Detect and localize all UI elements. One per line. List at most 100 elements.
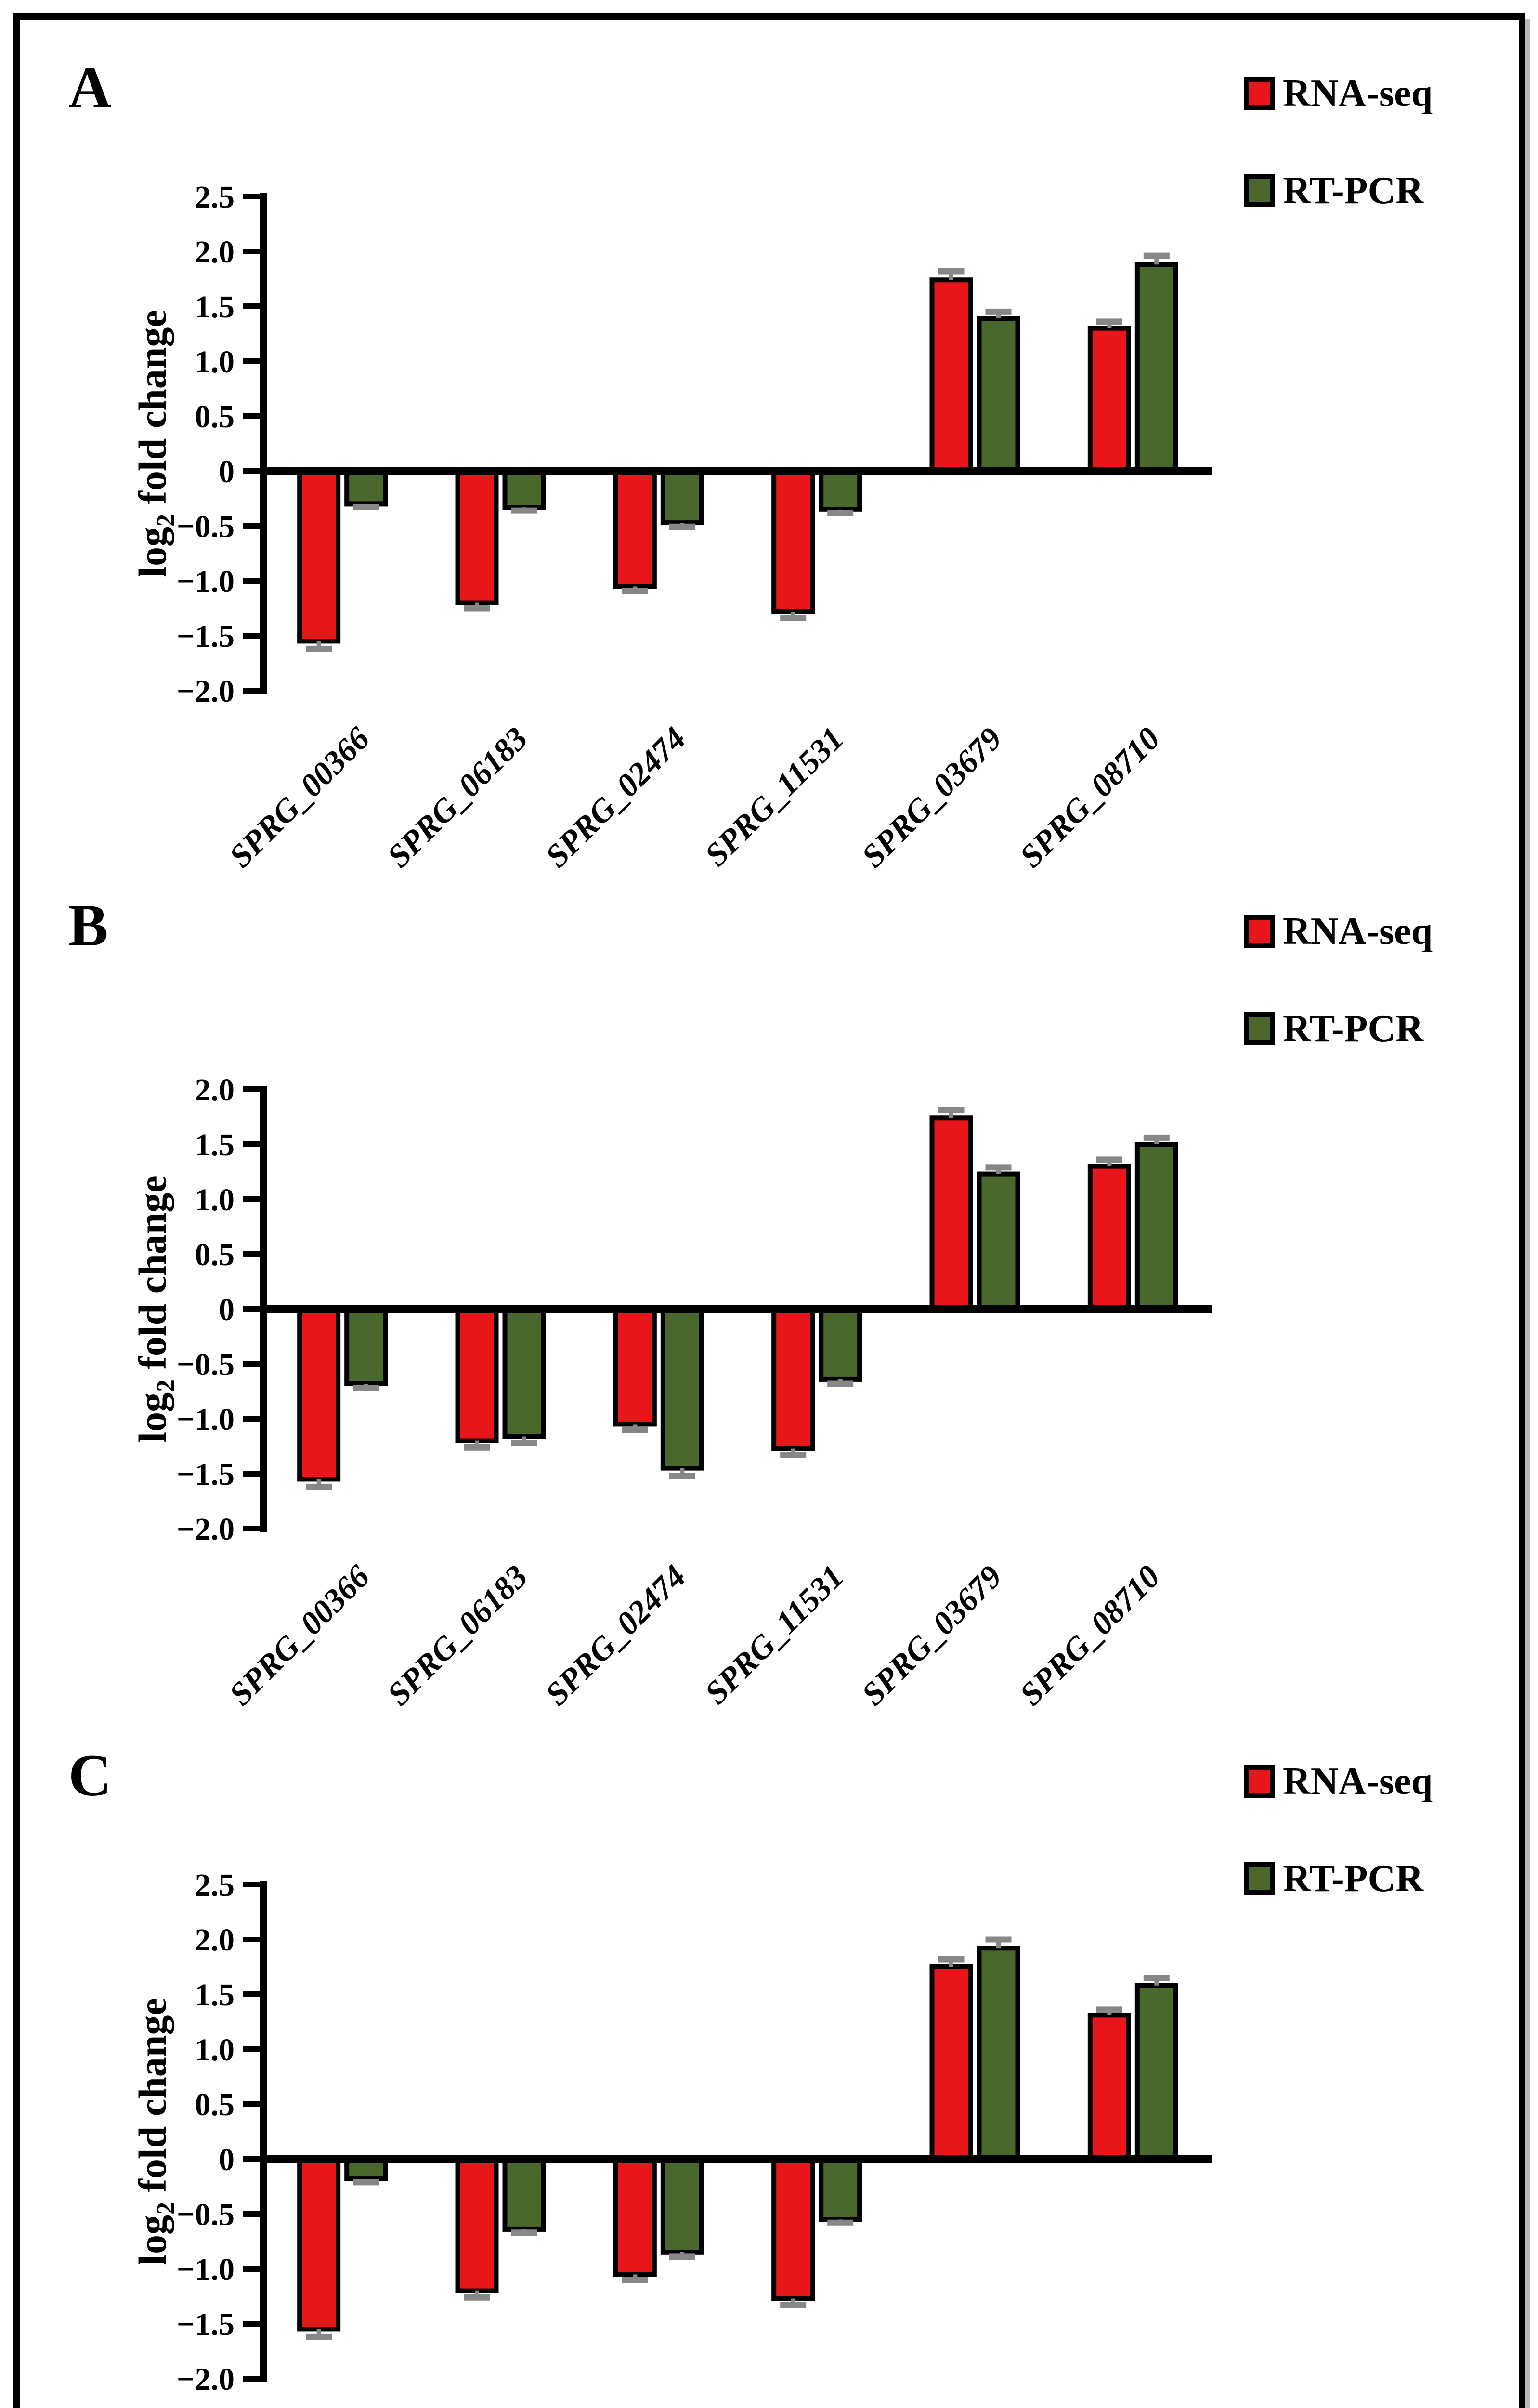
y-tick-label-1: 1.0 [195,2032,235,2068]
y-tick-label-2: 2.0 [195,1073,235,1108]
y-tick-label--2: −2.0 [177,2362,235,2397]
y-tick-label--1: −1.0 [177,2252,235,2287]
y-tick-label--0.5: −0.5 [177,2197,235,2232]
legend-label-rt-pcr: RT-PCR [1283,170,1424,212]
bar-rna_seq-SPRG_03679 [929,277,973,473]
bar-rna_seq-SPRG_06183 [455,2157,499,2293]
bar-rt_pcr-SPRG_00366 [344,1307,388,1387]
panel-letter-c: C [68,1742,112,1808]
bar-chart-c: 2.52.01.51.00.50−0.5−1.0−1.5−2.0SPRG_003… [130,1868,1212,2408]
y-tick-label--0.5: −0.5 [177,509,235,544]
bar-rt_pcr-SPRG_11531 [819,1307,862,1382]
bar-rna_seq-SPRG_11531 [771,1307,815,1451]
y-tick-label-2: 2.0 [195,235,235,270]
bar-rt_pcr-SPRG_11531 [819,469,862,512]
bar-rt_pcr-SPRG_02474 [660,469,704,525]
x-category-label-SPRG_02474: SPRG_02474 [538,720,693,875]
y-tick-label--1: −1.0 [177,1402,235,1437]
bar-rna_seq-SPRG_06183 [455,469,499,605]
y-axis-title: log2 fold change [130,1998,180,2265]
x-category-label-SPRG_11531: SPRG_11531 [698,720,851,873]
bar-rna_seq-SPRG_08710 [1087,326,1131,473]
x-category-label-SPRG_08710: SPRG_08710 [1013,1558,1167,1713]
bar-rt_pcr-SPRG_02474 [660,2157,704,2255]
x-category-label-SPRG_03679: SPRG_03679 [854,720,1009,875]
bar-rna_seq-SPRG_00366 [297,1307,341,1482]
y-tick-label-0.5: 0.5 [195,1237,235,1272]
legend-item-rna-seq: RNA-seq [1244,74,1433,113]
bar-rna_seq-SPRG_08710 [1087,1164,1131,1311]
bar-rt_pcr-SPRG_06183 [502,2157,546,2232]
legend-b: RNA-seq RT-PCR [1244,912,1433,1048]
panel-b: B RNA-seq RT-PCR 2.0 1.5 1.0 0.5 0 −0.5 −1.0 −1… [20,892,1513,1730]
x-category-label-SPRG_00366: SPRG_00366 [222,1558,377,1713]
y-tick-label-2: 2.0 [195,1923,235,1958]
bar-rt_pcr-SPRG_03679 [977,316,1020,473]
legend-a: RNA-seq RT-PCR [1244,74,1433,210]
bar-rt_pcr-SPRG_06183 [502,469,546,510]
bar-rna_seq-SPRG_03679 [929,1964,973,2161]
y-tick-label-0: 0 [219,454,235,489]
bar-rt_pcr-SPRG_06183 [502,1307,546,1439]
y-axis-title: log2 fold change [130,1175,180,1443]
bar-rna_seq-SPRG_11531 [771,469,815,614]
legend-swatch-rt-pcr [1244,174,1275,207]
bar-rna_seq-SPRG_00366 [297,469,341,644]
y-tick-label-1: 1.0 [195,344,235,380]
legend-swatch-rt-pcr [1244,1862,1275,1895]
bar-rt_pcr-SPRG_02474 [660,1307,704,1471]
bar-rt_pcr-SPRG_08710 [1134,262,1178,474]
legend-swatch-rna-seq [1244,77,1275,110]
bar-rt_pcr-SPRG_00366 [344,469,388,507]
bar-rna_seq-SPRG_03679 [929,1115,973,1311]
y-tick-label-1.5: 1.5 [195,1127,235,1163]
x-category-label-SPRG_06183: SPRG_06183 [380,720,534,875]
y-tick-label-1: 1.0 [195,1182,235,1217]
bar-rna_seq-SPRG_00366 [297,2157,341,2332]
x-category-label-SPRG_08710: SPRG_08710 [1013,720,1167,875]
legend-label-rna-seq: RNA-seq [1283,910,1433,953]
bar-rt_pcr-SPRG_08710 [1134,1983,1178,2161]
y-tick-label-0.5: 0.5 [195,399,235,434]
panel-a: A RNA-seq RT-PCR 2.5 2.0 1.5 1.0 0.5 0 −0.5 −1.… [20,54,1513,892]
legend-item-rt-pcr: RT-PCR [1244,1009,1433,1048]
legend-swatch-rna-seq [1244,915,1275,948]
x-category-label-SPRG_02474: SPRG_02474 [538,1558,693,1713]
bar-rna_seq-SPRG_06183 [455,1307,499,1443]
x-category-label-SPRG_03679: SPRG_03679 [854,1558,1009,1713]
figure-frame: A RNA-seq RT-PCR 2.5 2.0 1.5 1.0 0.5 0 −0.5 −1.… [13,13,1525,2408]
legend-swatch-rna-seq [1244,1765,1275,1798]
y-tick-label-1.5: 1.5 [195,289,235,325]
y-tick-label--2: −2.0 [177,674,235,709]
y-tick-label--1: −1.0 [177,564,235,599]
y-tick-label--1.5: −1.5 [177,2307,235,2342]
y-tick-label--1.5: −1.5 [177,619,235,654]
legend-item-rt-pcr: RT-PCR [1244,1859,1433,1898]
y-axis-title: log2 fold change [130,310,180,577]
bar-chart-a: 2.5 2.0 1.5 1.0 0.5 0 −0.5 −1.0 −1.5 −2.0 SPRG_003… [130,180,1212,875]
x-category-label-SPRG_00366: SPRG_00366 [222,720,377,875]
bar-rt_pcr-SPRG_03679 [977,1171,1020,1311]
panel-c: C RNA-seq RT-PCR 2.5 2.0 1.5 1.0 0.5 0 −0.5 −1.… [20,1742,1513,2408]
panel-letter-a: A [68,54,112,120]
x-category-label-SPRG_11531: SPRG_11531 [698,1558,851,1711]
bar-rt_pcr-SPRG_03679 [977,1946,1020,2162]
legend-item-rna-seq: RNA-seq [1244,912,1433,951]
legend-item-rt-pcr: RT-PCR [1244,171,1433,210]
y-tick-label-0.5: 0.5 [195,2087,235,2122]
legend-label-rt-pcr: RT-PCR [1283,1858,1424,1900]
y-tick-label-1.5: 1.5 [195,1977,235,2013]
y-tick-label-0: 0 [219,1292,235,1327]
y-tick-label-2.5: 2.5 [195,1868,235,1903]
bar-rt_pcr-SPRG_11531 [819,2157,862,2222]
bar-rna_seq-SPRG_02474 [613,469,657,589]
legend-label-rna-seq: RNA-seq [1283,72,1433,115]
y-tick-label--1.5: −1.5 [177,1457,235,1492]
y-tick-label--2: −2.0 [177,1512,235,1547]
legend-c: RNA-seq RT-PCR [1244,1762,1433,1898]
legend-label-rt-pcr: RT-PCR [1283,1008,1424,1050]
bar-rt_pcr-SPRG_08710 [1134,1142,1178,1311]
legend-item-rna-seq: RNA-seq [1244,1762,1433,1801]
legend-swatch-rt-pcr [1244,1012,1275,1045]
